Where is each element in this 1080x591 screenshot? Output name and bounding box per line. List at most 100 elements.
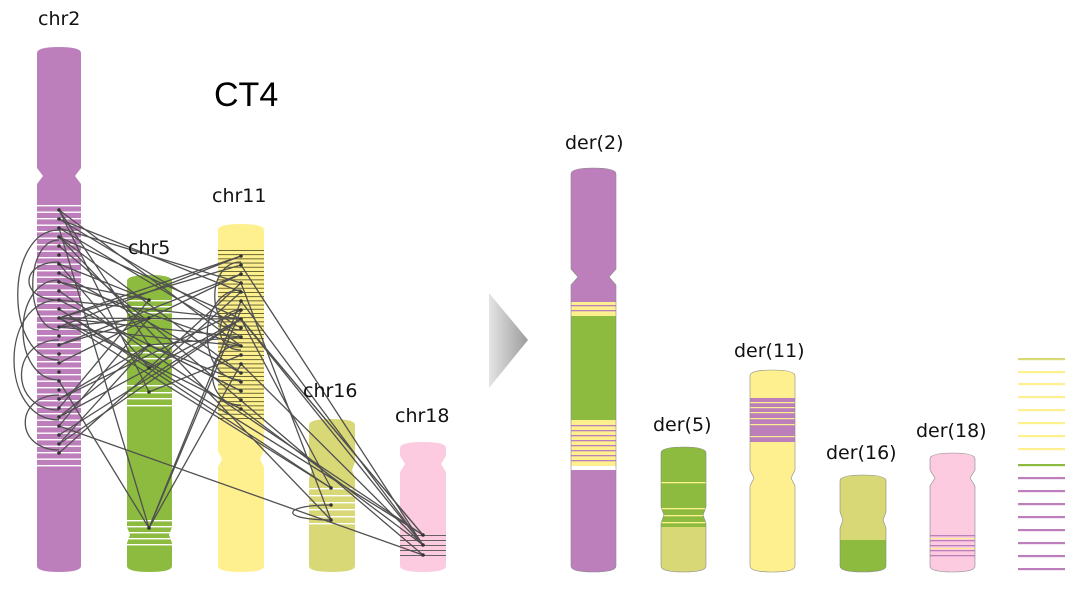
- der11-band: [750, 407, 795, 409]
- legend-fragment: [1018, 448, 1065, 451]
- d16-segments: [840, 475, 886, 572]
- chr11-break: [218, 384, 264, 386]
- chr11-break: [218, 388, 264, 390]
- link-end: [57, 442, 61, 446]
- d2-outline: [570, 167, 617, 573]
- chr2-break: [37, 413, 81, 415]
- legend-fragment: [1018, 396, 1065, 399]
- link-line: [58, 326, 242, 347]
- legend-fragment: [1018, 383, 1065, 386]
- link-end: [57, 316, 61, 320]
- chr5-break: [127, 352, 172, 354]
- link-end: [57, 388, 61, 392]
- d11-segment: [750, 398, 795, 442]
- d2-segment: [571, 466, 616, 470]
- der2-label: der(2): [565, 132, 624, 154]
- link-end: [239, 344, 243, 348]
- link-end: [57, 415, 61, 419]
- chr5-break: [127, 520, 172, 522]
- derivative-chromosomes: [570, 167, 976, 573]
- chr2-break: [37, 231, 81, 233]
- link-end: [147, 343, 151, 347]
- loop-arc: [32, 239, 60, 331]
- legend-fragment: [1018, 422, 1065, 425]
- link-line: [58, 317, 332, 489]
- der11-band: [750, 412, 795, 414]
- chr2-break: [37, 205, 81, 207]
- link-end: [57, 226, 61, 230]
- d5-segment: [661, 508, 706, 527]
- der18-band: [930, 545, 975, 547]
- link-line: [58, 209, 150, 393]
- der2-band: [571, 440, 616, 442]
- link-end: [57, 361, 61, 365]
- link-end: [239, 407, 243, 411]
- legend-fragment: [1018, 555, 1065, 558]
- link-line: [240, 318, 332, 489]
- link-end: [147, 526, 151, 530]
- link-line: [58, 255, 242, 319]
- link-end: [57, 235, 61, 239]
- der11-band: [750, 424, 795, 426]
- loop-arc: [206, 289, 242, 381]
- link-end: [239, 362, 243, 366]
- chr5-break: [127, 405, 172, 407]
- chr2-break: [37, 211, 81, 213]
- link-end: [147, 316, 151, 320]
- chr5-break: [127, 532, 172, 534]
- loop-arc: [13, 299, 60, 421]
- chr11-break: [218, 405, 264, 407]
- der2-band: [571, 478, 616, 480]
- chr2-label: chr2: [38, 8, 81, 30]
- link-line: [58, 236, 332, 521]
- link-end: [239, 299, 243, 303]
- chr5-break: [127, 385, 172, 387]
- legend-fragment: [1018, 516, 1065, 519]
- link-end: [239, 326, 243, 330]
- chr16-break: [309, 523, 355, 525]
- der18-band: [930, 535, 975, 537]
- chr11-break: [218, 325, 264, 327]
- chr2-break: [37, 387, 81, 389]
- der11-band: [750, 418, 795, 420]
- link-line: [148, 336, 242, 346]
- der2-band: [571, 300, 616, 302]
- link-end: [239, 272, 243, 276]
- der11-label: der(11): [734, 340, 805, 362]
- der18-band: [930, 550, 975, 552]
- link-line: [58, 317, 242, 338]
- chr11-break: [218, 266, 264, 268]
- chr2-break: [37, 348, 81, 350]
- der18-label: der(18): [916, 420, 987, 442]
- der2-band: [571, 445, 616, 447]
- legend-fragment: [1018, 464, 1065, 467]
- chr11-break: [218, 418, 264, 419]
- arrow-shape: [489, 293, 528, 388]
- legend-fragment: [1018, 358, 1065, 361]
- der2-band: [571, 425, 616, 427]
- link-end: [239, 389, 243, 393]
- legend-fragment: [1018, 542, 1065, 545]
- chr5-break: [127, 538, 172, 540]
- chr11-break: [218, 258, 264, 260]
- link-end: [239, 398, 243, 402]
- link-end: [57, 244, 61, 248]
- link-end: [57, 424, 61, 428]
- chr11-break: [218, 413, 264, 415]
- chr11-break: [218, 397, 264, 398]
- chr11-break: [218, 262, 264, 264]
- link-end: [147, 390, 151, 394]
- chr11-break: [218, 279, 264, 281]
- link-end: [57, 433, 61, 437]
- link-line: [58, 281, 242, 347]
- link-line: [240, 318, 424, 536]
- link-line: [148, 344, 242, 392]
- loop-arc: [211, 344, 242, 406]
- d18-segment: [930, 453, 975, 572]
- chr5-break: [127, 358, 172, 360]
- chr2-break: [37, 374, 81, 376]
- chr5-break: [127, 544, 172, 546]
- link-end: [57, 280, 61, 284]
- d18-segments: [930, 453, 975, 572]
- link-end: [57, 451, 61, 455]
